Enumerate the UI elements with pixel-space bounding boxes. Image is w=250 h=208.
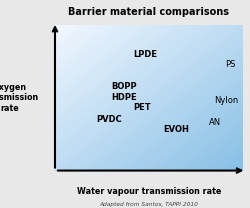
Text: AN: AN — [209, 118, 221, 127]
Text: HDPE: HDPE — [111, 93, 137, 102]
Text: PET: PET — [134, 103, 152, 113]
Text: LPDE: LPDE — [134, 50, 158, 59]
Text: Water vapour transmission rate: Water vapour transmission rate — [76, 187, 221, 196]
Text: Barrier material comparisons: Barrier material comparisons — [68, 7, 229, 17]
Text: PVDC: PVDC — [96, 115, 122, 124]
Text: Adapted from Santos, TAPPI 2010: Adapted from Santos, TAPPI 2010 — [99, 202, 198, 207]
Text: BOPP: BOPP — [111, 82, 137, 91]
Text: PS: PS — [226, 60, 236, 69]
Text: Nylon: Nylon — [214, 96, 238, 105]
Text: Oxygen
transmission
rate: Oxygen transmission rate — [0, 83, 39, 113]
Text: EVOH: EVOH — [164, 125, 190, 134]
